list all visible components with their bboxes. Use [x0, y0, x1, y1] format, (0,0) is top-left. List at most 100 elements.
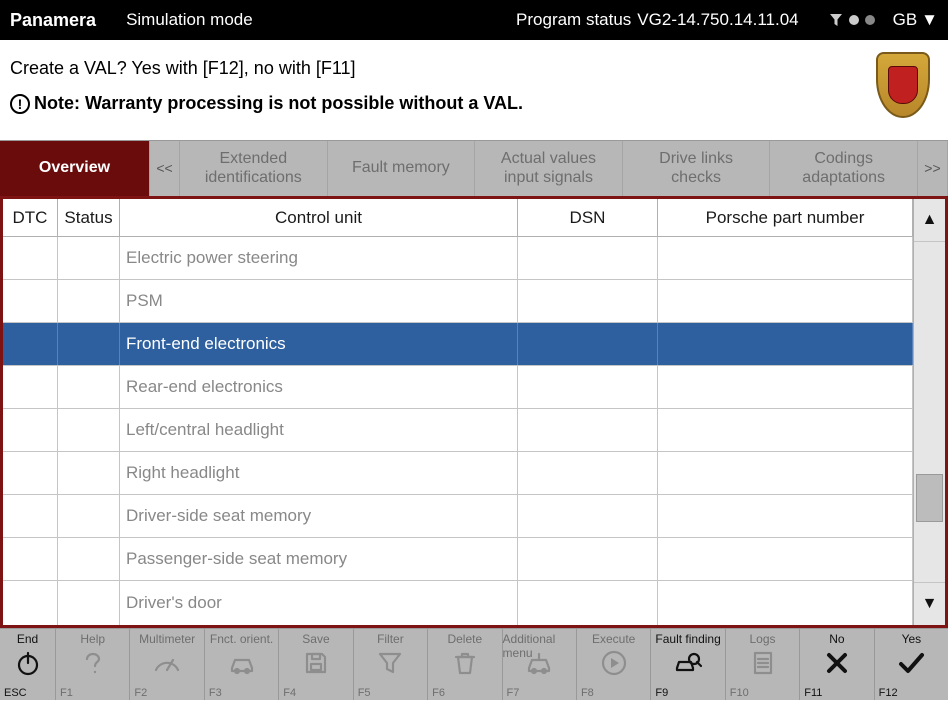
scroll-track[interactable] [914, 242, 945, 582]
cell-part-number [658, 323, 913, 365]
fkey-label: Delete [447, 632, 482, 646]
header-part-number[interactable]: Porsche part number [658, 199, 913, 236]
header-dsn[interactable]: DSN [518, 199, 658, 236]
status-dot-2-icon [865, 15, 875, 25]
cell-control-unit: Passenger-side seat memory [120, 538, 518, 580]
fkey-f11[interactable]: No F11 [800, 628, 874, 700]
fkey-f9[interactable]: Fault finding F9 [651, 628, 725, 700]
tab-scroll-left[interactable]: << [150, 141, 180, 196]
tab-fault-memory[interactable]: Fault memory [328, 141, 476, 196]
cell-part-number [658, 366, 913, 408]
cell-control-unit: PSM [120, 280, 518, 322]
cell-status [58, 538, 120, 580]
fkey-f10: LogsF10 [726, 628, 800, 700]
fkey-label: Logs [749, 632, 775, 646]
tab-drive-links[interactable]: Drive linkschecks [623, 141, 771, 196]
table-row[interactable]: Rear-end electronics [3, 366, 913, 409]
cell-part-number [658, 409, 913, 451]
table-row[interactable]: Left/central headlight [3, 409, 913, 452]
fkey-label: Fault finding [655, 632, 720, 646]
top-bar: Panamera Simulation mode Program status … [0, 0, 948, 40]
cell-dsn [518, 495, 658, 537]
table-row[interactable]: Driver's door [3, 581, 913, 625]
tab-extended-identifications[interactable]: Extendedidentifications [180, 141, 328, 196]
language-code: GB [893, 10, 918, 30]
prompt-question: Create a VAL? Yes with [F12], no with [F… [10, 58, 938, 79]
cell-dsn [518, 409, 658, 451]
scroll-down-button[interactable]: ▼ [914, 582, 945, 625]
cell-status [58, 409, 120, 451]
cell-control-unit: Driver's door [120, 581, 518, 625]
cell-status [58, 237, 120, 279]
cell-dsn [518, 538, 658, 580]
fkey-label: End [17, 632, 38, 646]
cell-dtc [3, 452, 58, 494]
car-icon [227, 646, 257, 680]
fkey-label: Help [80, 632, 105, 646]
header-control-unit[interactable]: Control unit [120, 199, 518, 236]
table-row[interactable]: Passenger-side seat memory [3, 538, 913, 581]
logs-icon [748, 646, 778, 680]
play-icon [599, 646, 629, 680]
tab-overview[interactable]: Overview [0, 141, 150, 196]
funnel-icon [375, 646, 405, 680]
tab-label: Codingsadaptations [802, 150, 885, 187]
fkey-f5: FilterF5 [354, 628, 428, 700]
table-row[interactable]: Right headlight [3, 452, 913, 495]
fkey-label: Yes [902, 632, 922, 646]
tab-codings[interactable]: Codingsadaptations [770, 141, 918, 196]
fkey-code: F8 [581, 687, 594, 699]
language-selector[interactable]: GB ▼ [893, 10, 938, 30]
table-row[interactable]: PSM [3, 280, 913, 323]
cell-control-unit: Front-end electronics [120, 323, 518, 365]
cell-control-unit: Right headlight [120, 452, 518, 494]
cell-part-number [658, 237, 913, 279]
fkey-f6: DeleteF6 [428, 628, 502, 700]
cell-dtc [3, 323, 58, 365]
cell-part-number [658, 280, 913, 322]
table-header-row: DTC Status Control unit DSN Porsche part… [3, 199, 913, 237]
cell-dtc [3, 409, 58, 451]
cell-part-number [658, 538, 913, 580]
fkey-label: No [829, 632, 844, 646]
question-icon [78, 646, 108, 680]
fkey-code: F9 [655, 687, 668, 699]
cell-dsn [518, 280, 658, 322]
fkey-esc[interactable]: EndESC [0, 628, 56, 700]
cell-control-unit: Electric power steering [120, 237, 518, 279]
fkey-label: Fnct. orient. [210, 632, 273, 646]
cell-control-unit: Rear-end electronics [120, 366, 518, 408]
car2-icon [524, 646, 554, 680]
fkey-f12[interactable]: YesF12 [875, 628, 948, 700]
header-dtc[interactable]: DTC [3, 199, 58, 236]
cell-dtc [3, 538, 58, 580]
cell-dsn [518, 452, 658, 494]
tab-actual-values[interactable]: Actual valuesinput signals [475, 141, 623, 196]
program-status-label: Program status [516, 10, 631, 30]
tab-scroll-right[interactable]: >> [918, 141, 948, 196]
cell-status [58, 280, 120, 322]
fkey-f3: Fnct. orient.F3 [205, 628, 279, 700]
status-icons [829, 13, 875, 27]
status-dot-1-icon [849, 15, 859, 25]
fkey-f1: Help F1 [56, 628, 130, 700]
fkey-code: F2 [134, 687, 147, 699]
cell-dtc [3, 280, 58, 322]
header-status[interactable]: Status [58, 199, 120, 236]
tab-label: Drive linkschecks [659, 150, 733, 187]
fkey-label: Execute [592, 632, 635, 646]
scroll-up-button[interactable]: ▲ [914, 199, 945, 242]
info-icon: ! [10, 94, 30, 114]
disk-icon [301, 646, 331, 680]
table-row[interactable]: Front-end electronics [3, 323, 913, 366]
table-row[interactable]: Electric power steering [3, 237, 913, 280]
fkey-code: F11 [804, 687, 822, 699]
cross-icon [822, 646, 852, 680]
table-row[interactable]: Driver-side seat memory [3, 495, 913, 538]
cell-dtc [3, 581, 58, 625]
function-key-bar: EndESCHelpF1MultimeterF2Fnct. orient.F3S… [0, 628, 948, 700]
fkey-f2: MultimeterF2 [130, 628, 204, 700]
fkey-code: F1 [60, 687, 73, 699]
scroll-thumb[interactable] [916, 474, 943, 522]
fkey-label: Filter [377, 632, 404, 646]
